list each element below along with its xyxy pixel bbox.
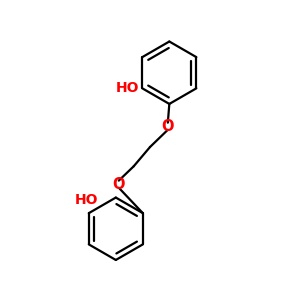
Text: O: O	[162, 119, 174, 134]
Text: HO: HO	[116, 81, 139, 95]
Text: HO: HO	[74, 193, 98, 207]
Text: O: O	[112, 177, 125, 192]
